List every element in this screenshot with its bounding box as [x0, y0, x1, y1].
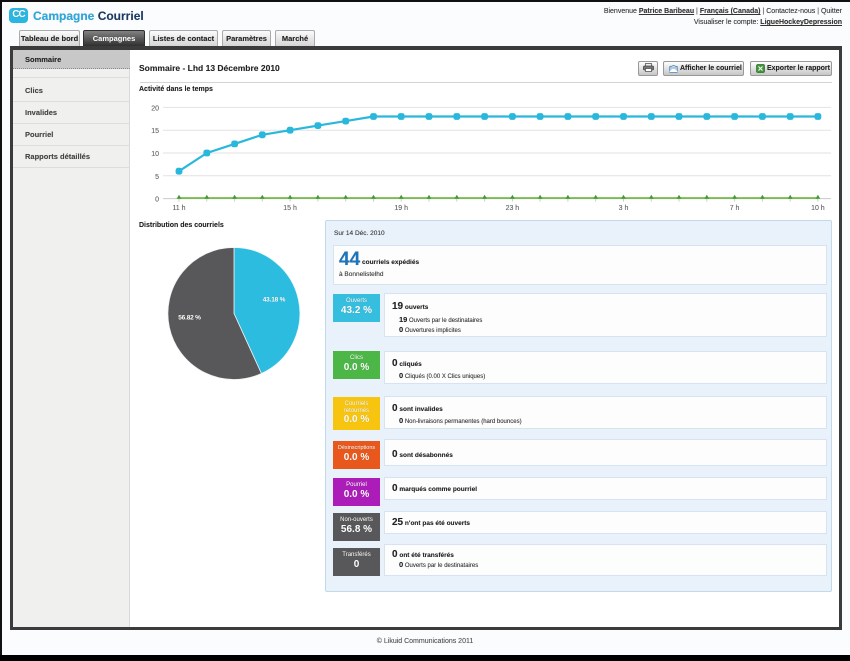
- svg-text:10: 10: [151, 151, 159, 158]
- svg-text:15 h: 15 h: [283, 205, 297, 212]
- svg-text:3 h: 3 h: [619, 205, 629, 212]
- svg-text:20: 20: [151, 105, 159, 112]
- svg-text:43.18 %: 43.18 %: [263, 297, 286, 304]
- svg-text:10 h: 10 h: [811, 205, 825, 212]
- svg-text:0: 0: [155, 197, 159, 204]
- svg-text:11 h: 11 h: [172, 205, 185, 212]
- svg-text:15: 15: [151, 128, 159, 135]
- svg-text:23 h: 23 h: [506, 205, 520, 212]
- svg-text:5: 5: [155, 174, 159, 181]
- svg-text:7 h: 7 h: [730, 205, 740, 212]
- svg-text:19 h: 19 h: [394, 205, 408, 212]
- svg-text:56.82 %: 56.82 %: [178, 315, 201, 322]
